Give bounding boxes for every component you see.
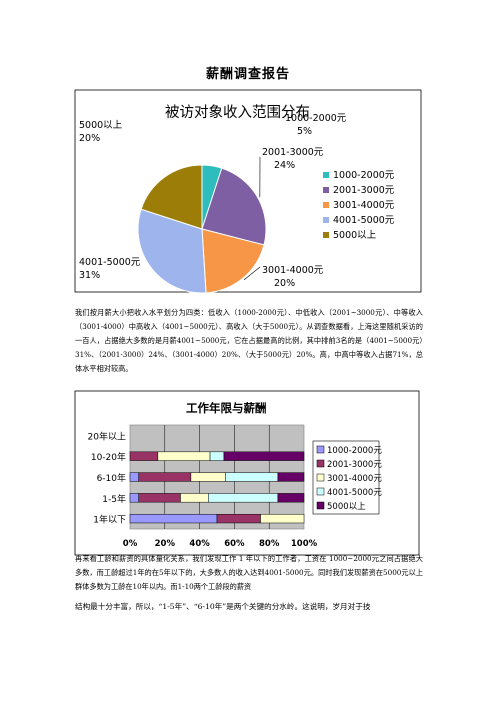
paragraph-tenure: 再来看工龄和薪资的具体量化关系，我们发现工作 1 年以下的工作者，工资在 100…: [75, 554, 423, 591]
pie-legend-label: 4001-5000元: [333, 215, 395, 226]
pie-legend-swatch: [323, 187, 329, 193]
pie-chart-title: 被访对象收入范围分布: [165, 104, 310, 121]
pie-legend-swatch: [323, 172, 329, 178]
pie-legend-label: 2001-3000元: [333, 185, 395, 196]
pie-legend-label: 5000以上: [333, 230, 377, 241]
paragraph-tenure-continued: 结构最十分丰富，所以，“1-5年”、“6-10年”是两个关键的分水岭。这说明，岁…: [75, 602, 371, 611]
pie-legend-label: 1000-2000元: [333, 170, 395, 181]
pie-legend-swatch: [323, 202, 329, 208]
pie-data-label-percent: 20%: [79, 133, 100, 144]
pie-slice: [201, 228, 265, 294]
pie-data-label-percent: 24%: [274, 160, 295, 171]
pie-data-label: 2001-3000元: [262, 147, 324, 158]
pie-slice: [137, 208, 207, 294]
pie-legend-swatch: [323, 217, 329, 223]
pie-data-label: 3001-4000元: [262, 265, 324, 276]
pie-data-label: 4001-5000元: [79, 257, 141, 268]
pie-data-label: 1000-2000元: [285, 113, 347, 124]
pie-slice: [201, 167, 267, 246]
pie-legend-label: 3001-4000元: [333, 200, 395, 211]
pie-leader-line: [243, 266, 261, 281]
pie-legend-swatch: [323, 232, 329, 238]
pie-data-label-percent: 5%: [297, 126, 312, 137]
page-title: 薪酬调查报告: [205, 67, 290, 82]
pie-data-label-percent: 31%: [79, 270, 100, 281]
paragraph-income: 我们按月薪大小把收入水平划分为四类：低收入（1000-2000元）、中低收入（2…: [75, 308, 423, 373]
pie-data-label: 5000以上: [79, 120, 123, 131]
pie-data-label-percent: 20%: [274, 278, 295, 289]
pie-slice: [140, 164, 203, 230]
